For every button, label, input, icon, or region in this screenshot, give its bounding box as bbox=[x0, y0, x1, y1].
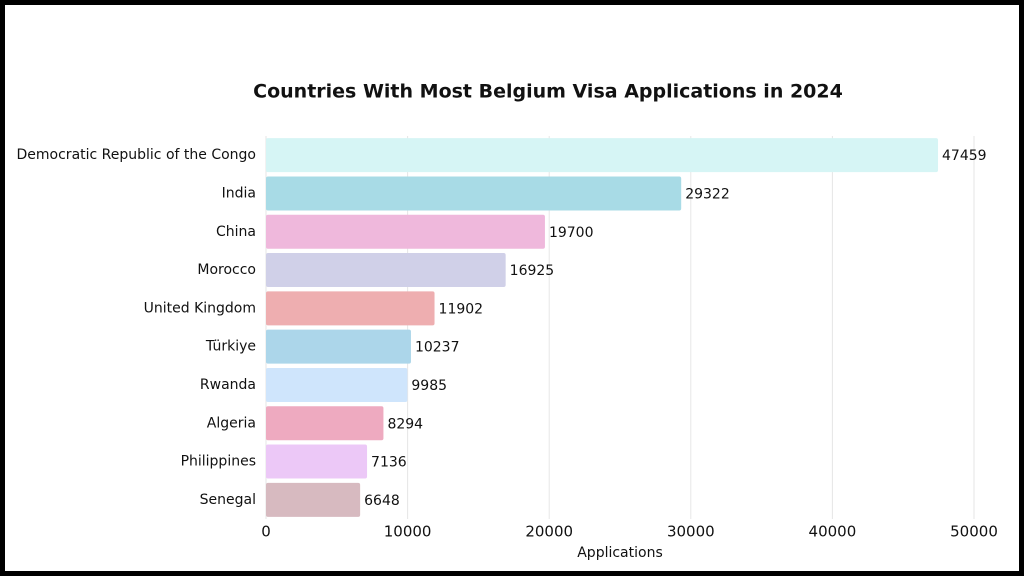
x-tick-label: 50000 bbox=[950, 523, 998, 541]
y-tick-label: India bbox=[222, 185, 256, 201]
bar bbox=[266, 367, 408, 402]
bar bbox=[266, 253, 506, 288]
bar bbox=[266, 138, 939, 173]
y-tick-label: Philippines bbox=[181, 454, 256, 470]
x-tick-label: 20000 bbox=[525, 523, 573, 541]
value-label: 9985 bbox=[411, 378, 447, 394]
y-tick-label: Morocco bbox=[197, 262, 256, 278]
bar bbox=[266, 214, 545, 249]
y-tick-label: Rwanda bbox=[200, 377, 256, 393]
value-label: 7136 bbox=[371, 455, 407, 471]
y-tick-label: Türkiye bbox=[205, 339, 256, 355]
y-tick-label: Democratic Republic of the Congo bbox=[17, 147, 256, 163]
x-tick-label: 40000 bbox=[809, 523, 857, 541]
value-label: 16925 bbox=[510, 263, 555, 279]
y-tick-label: Senegal bbox=[200, 492, 256, 508]
value-label: 8294 bbox=[387, 416, 423, 432]
x-tick-label: 30000 bbox=[667, 523, 715, 541]
bar bbox=[266, 406, 384, 441]
value-label: 19700 bbox=[549, 225, 594, 241]
bar bbox=[266, 444, 368, 479]
value-label: 10237 bbox=[415, 340, 460, 356]
bar bbox=[266, 482, 361, 517]
x-tick-label: 10000 bbox=[384, 523, 432, 541]
y-tick-label: Algeria bbox=[207, 415, 256, 431]
bar bbox=[266, 176, 682, 211]
y-tick-label: China bbox=[216, 224, 256, 240]
x-tick-label: 0 bbox=[261, 523, 271, 541]
value-label: 47459 bbox=[942, 148, 987, 164]
y-tick-label: United Kingdom bbox=[144, 300, 256, 316]
bar bbox=[266, 329, 411, 364]
bar bbox=[266, 291, 435, 326]
value-label: 11902 bbox=[439, 301, 484, 317]
value-label: 6648 bbox=[364, 493, 400, 509]
value-label: 29322 bbox=[685, 186, 730, 202]
chart-title: Countries With Most Belgium Visa Applica… bbox=[253, 81, 843, 103]
x-axis-label: Applications bbox=[577, 545, 663, 561]
